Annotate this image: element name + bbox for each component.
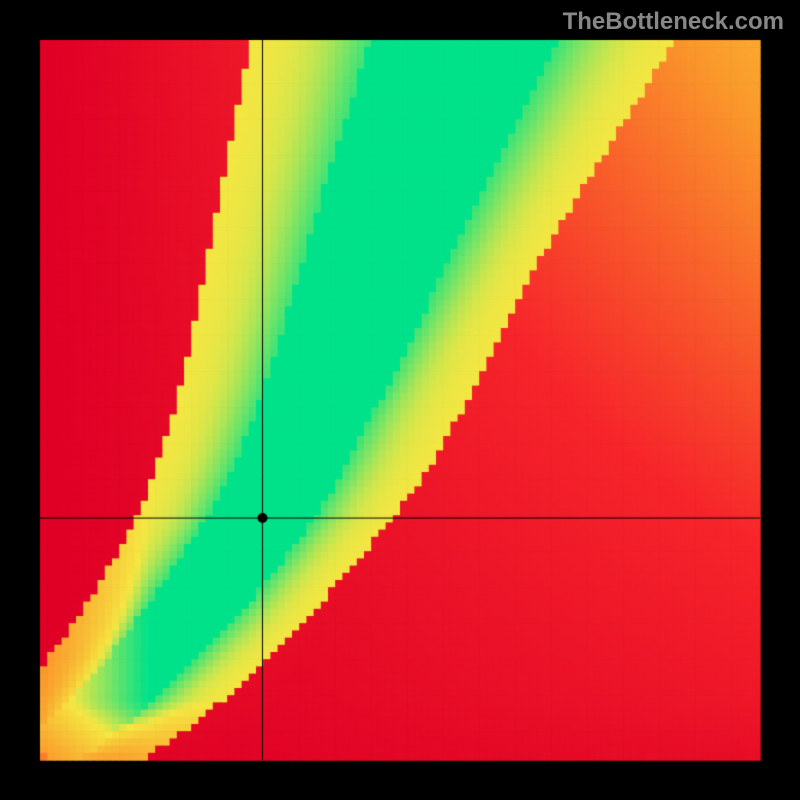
bottleneck-heatmap <box>0 0 800 800</box>
watermark-text: TheBottleneck.com <box>563 8 784 36</box>
chart-container: { "watermark": { "text": "TheBottleneck.… <box>0 0 800 800</box>
